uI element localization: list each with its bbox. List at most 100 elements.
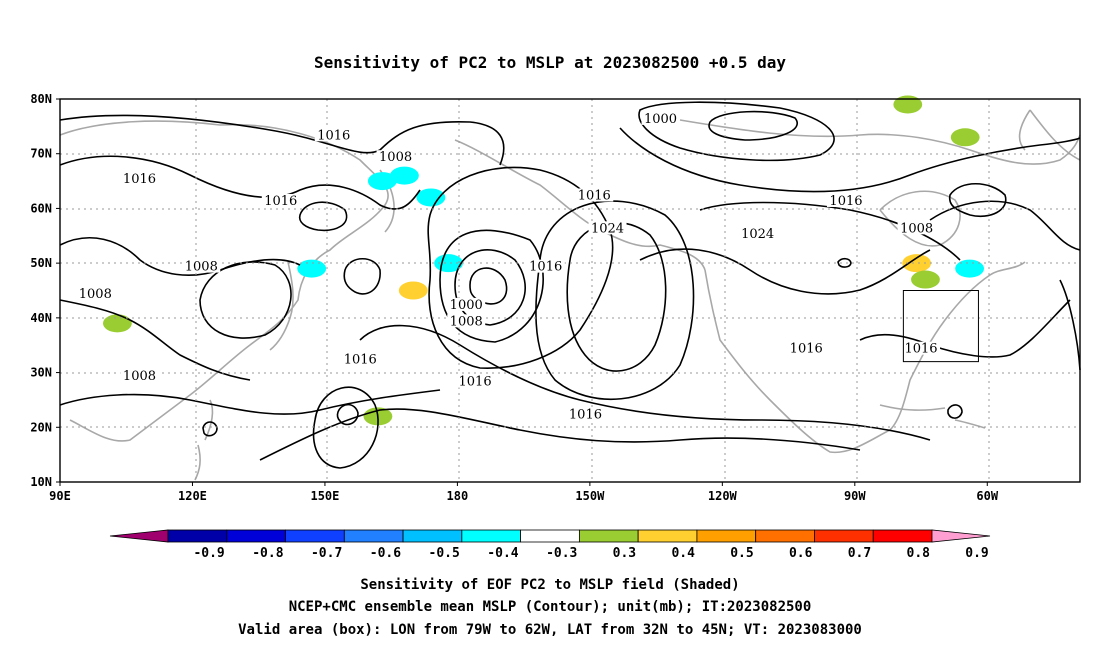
contour-label-bg	[120, 172, 159, 186]
contour-label-bg	[526, 259, 565, 273]
coastline-north-america-east	[889, 261, 1026, 431]
contour-1016-east	[859, 299, 1071, 358]
contour-label: 1016	[317, 128, 350, 143]
lon-tick-label: 150E	[310, 489, 339, 503]
lat-tick-label: 20N	[30, 420, 52, 434]
contour-label: 1016	[264, 194, 297, 209]
contour-1016-subtropics	[59, 389, 441, 415]
colorbar-segment	[167, 529, 228, 543]
contour-ring-wpac	[312, 386, 379, 469]
contour-label-bg	[566, 407, 605, 421]
contour-label: 1008	[123, 369, 156, 384]
map-panel: 1016 1016 1016 1008 1000 1016 1024 1024 1016 1008…	[59, 95, 1081, 483]
sensitivity-blob	[390, 166, 419, 185]
lon-tick-label: 90E	[49, 489, 71, 503]
contour-label: 1016	[904, 342, 937, 357]
contour-1008-greenland	[929, 200, 1081, 251]
contour-label: 1024	[741, 227, 774, 242]
lon-tick-label: 150W	[575, 489, 605, 503]
colorbar-tick-label: -0.9	[193, 546, 224, 561]
sensitivity-blob	[902, 254, 932, 273]
contour-high-east	[1059, 279, 1081, 371]
valid-area-box	[902, 290, 979, 363]
contour-label-bg	[182, 259, 221, 273]
contour-1016-arctic	[619, 127, 1081, 193]
contour-label-bg	[447, 297, 486, 311]
contour-label-bg	[575, 188, 614, 202]
contour-small-mid-2	[837, 257, 852, 268]
colorbar-high-arrow	[931, 529, 991, 543]
colorbar-segment	[461, 529, 522, 543]
colorbar-tick-label: 0.8	[907, 546, 931, 561]
lat-tick-label: 80N	[30, 92, 52, 106]
colorbar-segment	[755, 529, 815, 543]
contour-label-bg	[76, 286, 115, 300]
lon-tick-label: 90W	[844, 489, 866, 503]
colorbar-tick-label: 0.7	[848, 546, 871, 561]
contour-label: 1000	[450, 298, 483, 313]
coastline-north-america-west	[704, 269, 891, 454]
colorbar-segment	[696, 529, 757, 543]
colorbar-tick-label: -0.7	[311, 546, 342, 561]
colorbar-tick-label: -0.3	[546, 546, 577, 561]
coastline-hudson-bay	[879, 190, 961, 247]
sensitivity-blob	[893, 95, 923, 114]
contour-label: 1016	[790, 342, 823, 357]
colorbar-tick-label: -0.5	[429, 546, 460, 561]
lat-tick-label: 10N	[30, 475, 52, 489]
contour-label-bg	[738, 226, 777, 240]
contour-label-bg	[641, 111, 680, 125]
lon-tick-label: 120W	[708, 489, 738, 503]
colorbar-segment	[285, 529, 345, 543]
contour-label-bg	[787, 341, 826, 355]
contour-label: 1016	[829, 194, 862, 209]
contour-small-mid	[947, 404, 963, 419]
colorbar-segment	[578, 529, 639, 543]
contour-1016-north-america	[639, 248, 931, 295]
colorbar-tick-label: 0.9	[965, 546, 988, 561]
contour-1008-asia	[59, 237, 301, 276]
contour-label: 1008	[900, 221, 933, 236]
contour-label-bg	[826, 193, 865, 207]
contour-low-north-atlantic	[948, 183, 1007, 217]
contour-label-bg	[341, 352, 380, 366]
sensitivity-blob	[955, 259, 985, 278]
map-frame	[59, 98, 1081, 483]
contour-label-bg	[897, 221, 936, 235]
contour-asia-1008-ring	[199, 261, 292, 339]
colorbar-tick-label: 0.4	[671, 546, 695, 561]
colorbar-segment	[872, 529, 933, 543]
contour-label: 1024	[591, 221, 624, 236]
contour-label: 1000	[644, 112, 677, 127]
caption-line-3: Valid area (box): LON from 79W to 62W, L…	[238, 622, 862, 638]
contour-low-1000-ring-1	[469, 267, 508, 305]
colorbar-segment	[226, 529, 286, 543]
caption-line-2: NCEP+CMC ensemble mean MSLP (Contour); u…	[289, 599, 812, 615]
colorbar-tick-label: -0.4	[487, 546, 518, 561]
contour-trough-1016	[427, 166, 614, 369]
contour-1016-southern	[259, 408, 861, 461]
colorbar-segment	[814, 529, 874, 543]
contour-small-low-1	[336, 403, 359, 426]
lon-tick-label: 180	[447, 489, 469, 503]
colorbar: -0.9 -0.8 -0.7 -0.6 -0.5 -0.4 -0.3 0.3 0.4 0.5 0.6…	[109, 529, 991, 561]
colorbar-tick-label: -0.6	[370, 546, 401, 561]
longitude-axis: 90E 120E 150E 180 150W 120W 90W 60W	[49, 482, 999, 503]
coastline-caribbean	[879, 404, 986, 429]
sensitivity-blob	[103, 314, 132, 333]
contour-1016-north-pacific	[59, 114, 505, 166]
colorbar-tick-label: 0.6	[789, 546, 813, 561]
contour-label: 1016	[569, 407, 602, 422]
coastline-canada-north	[679, 119, 1081, 165]
contour-label-bg	[120, 369, 159, 383]
lat-tick-label: 50N	[30, 256, 52, 270]
contour-label-bg	[376, 150, 415, 164]
sensitivity-blob	[416, 188, 446, 207]
colorbar-segment	[520, 529, 580, 543]
contour-label-bg	[447, 314, 486, 328]
colorbar-low-arrow	[109, 529, 169, 543]
lat-tick-label: 30N	[30, 366, 52, 380]
contour-small-low-2	[202, 421, 218, 437]
lon-tick-label: 60W	[976, 489, 998, 503]
colorbar-tick-label: 0.5	[730, 546, 753, 561]
